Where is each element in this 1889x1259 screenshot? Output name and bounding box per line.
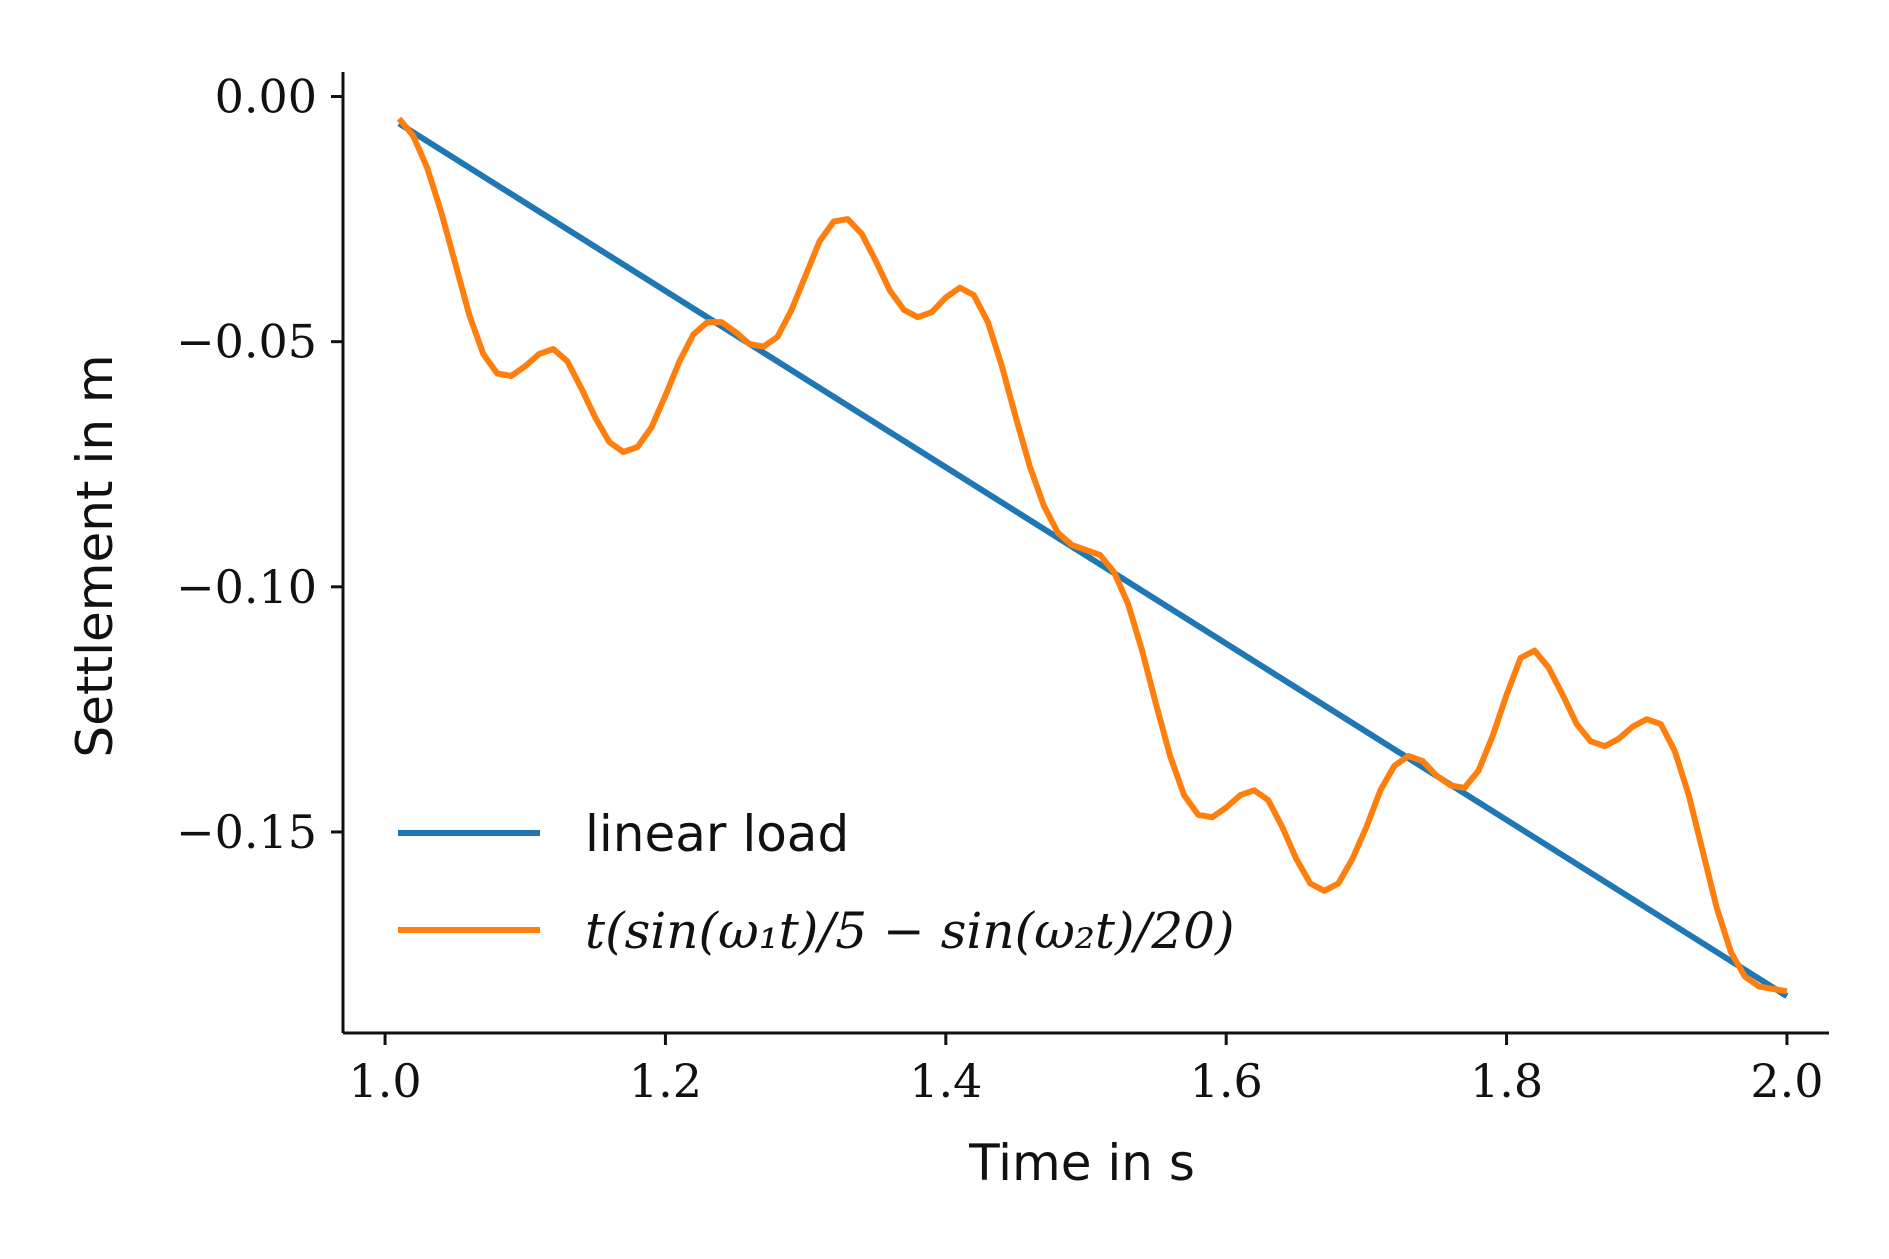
- legend: linear load t(sin(ω₁t)/5 − sin(ω₂t)/20): [398, 805, 1234, 960]
- x-axis-label: Time in s: [968, 1134, 1195, 1192]
- x-tick-label: 1.0: [348, 1054, 421, 1108]
- plot-lines: [396, 116, 1789, 999]
- y-axis-label: Settlement in m: [66, 354, 124, 757]
- legend-label-linear-load: linear load: [585, 805, 849, 863]
- series-line-linear-load: [397, 120, 1789, 999]
- y-tick-label: 0.00: [215, 70, 317, 124]
- y-tick-label: −0.10: [176, 560, 317, 614]
- y-tick-label: −0.05: [176, 315, 317, 369]
- x-tick-label: 1.2: [629, 1054, 702, 1108]
- legend-label-oscillating-load: t(sin(ω₁t)/5 − sin(ω₂t)/20): [585, 902, 1234, 960]
- ticks: 1.0 1.2 1.4 1.6 1.8 2.0 0.00 −0.05 −0.10 −0.15: [176, 70, 1823, 1108]
- series-line-oscillating-load: [396, 116, 1788, 995]
- y-tick-label: −0.15: [176, 805, 317, 859]
- axes: [341, 72, 1829, 1035]
- x-tick-label: 2.0: [1750, 1054, 1823, 1108]
- x-tick-label: 1.8: [1470, 1054, 1543, 1108]
- x-tick-label: 1.6: [1190, 1054, 1263, 1108]
- x-tick-label: 1.4: [909, 1054, 982, 1108]
